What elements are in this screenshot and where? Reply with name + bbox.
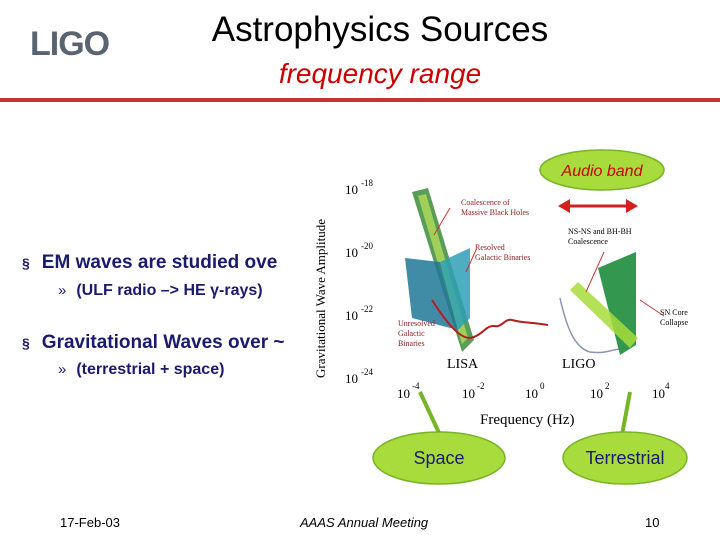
x-axis-label: Frequency (Hz) bbox=[480, 412, 575, 428]
bullet-marker-icon: § bbox=[22, 335, 30, 351]
bullet-gw-text: Gravitational Waves over ~ bbox=[41, 332, 285, 353]
annotation-sn-core: SN Core Collapse bbox=[660, 308, 690, 327]
svg-text:10: 10 bbox=[345, 245, 358, 260]
sub-bullet-em-range: » (ULF radio –> HE γ-rays) bbox=[58, 282, 263, 300]
svg-text:-22: -22 bbox=[361, 304, 373, 314]
sn-pointer bbox=[639, 299, 665, 317]
bullet-em-waves: § EM waves are studied ove bbox=[22, 252, 277, 274]
nsbh-pointer bbox=[585, 251, 605, 293]
space-callout-connector bbox=[418, 391, 442, 436]
bullet-marker-icon: § bbox=[22, 255, 30, 271]
space-bubble bbox=[372, 431, 506, 485]
svg-text:10: 10 bbox=[525, 386, 538, 401]
annotation-unresolved-binaries: Unresolved Galactic Binaries bbox=[398, 319, 437, 348]
logo-text: LIGO bbox=[30, 26, 110, 62]
label-ligo: LIGO bbox=[562, 357, 595, 372]
bullet-em-waves-text: EM waves are studied ove bbox=[41, 252, 278, 273]
binaries-pointer bbox=[465, 249, 477, 273]
x-tick-1e0: 10 0 bbox=[525, 381, 545, 401]
audio-band-arrow-icon bbox=[558, 199, 638, 213]
gw-spectrum-diagram: Gravitational Wave Amplitude 10 -18 10 -20… bbox=[310, 175, 690, 436]
y-tick-1e-24: 10 -24 bbox=[345, 367, 373, 386]
annotation-nsbh: NS-NS and BH-BH Coalescence bbox=[568, 227, 634, 246]
svg-text:10: 10 bbox=[397, 386, 410, 401]
space-label: Space bbox=[413, 448, 464, 468]
terrestrial-callout: Terrestrial bbox=[562, 431, 688, 485]
ligo-logo: LIGO bbox=[30, 26, 111, 62]
lisa-sensitivity-curve bbox=[431, 299, 549, 340]
audio-band-callout: Audio band bbox=[539, 149, 665, 191]
sub-bullet-marker-icon: » bbox=[58, 361, 67, 378]
footer-meeting: AAAS Annual Meeting bbox=[300, 515, 429, 530]
sub-bullet-gw-range: » (terrestrial + space) bbox=[58, 361, 224, 379]
svg-text:10: 10 bbox=[462, 386, 475, 401]
space-callout: Space bbox=[372, 431, 506, 485]
svg-text:-4: -4 bbox=[412, 381, 420, 391]
y-axis-label: Gravitational Wave Amplitude bbox=[313, 219, 328, 378]
label-lisa: LISA bbox=[447, 357, 479, 372]
slide-title: Astrophysics Sources bbox=[211, 10, 549, 49]
chart-background bbox=[310, 175, 660, 415]
svg-text:4: 4 bbox=[665, 381, 670, 391]
svg-text:-18: -18 bbox=[361, 178, 373, 188]
massive-bh-pointer bbox=[433, 207, 451, 236]
x-tick-1e4: 10 4 bbox=[652, 381, 670, 401]
audio-band-bubble bbox=[539, 149, 665, 191]
svg-text:-20: -20 bbox=[361, 241, 373, 251]
annotation-resolved-binaries: Resolved Galactic Binaries bbox=[475, 243, 530, 262]
sub-bullet-gw-range-text: (terrestrial + space) bbox=[76, 361, 225, 378]
terrestrial-bubble bbox=[562, 431, 688, 485]
ligo-sensitivity-curve bbox=[559, 297, 621, 354]
x-tick-1e-4: 10 -4 bbox=[397, 381, 420, 401]
footer-date: 17-Feb-03 bbox=[60, 515, 120, 530]
svg-text:10: 10 bbox=[345, 182, 358, 197]
sub-bullet-em-range-text: (ULF radio –> HE γ-rays) bbox=[76, 282, 263, 299]
unresolved-binaries-region bbox=[405, 258, 458, 330]
x-tick-1e2: 10 2 bbox=[590, 381, 610, 401]
svg-text:-2: -2 bbox=[477, 381, 485, 391]
svg-text:2: 2 bbox=[605, 381, 610, 391]
terrestrial-label: Terrestrial bbox=[585, 448, 664, 468]
bullet-gravitational-waves: § Gravitational Waves over ~ bbox=[22, 332, 285, 354]
annotation-massive-bh: Coalescence of Massive Black Holes bbox=[461, 198, 529, 217]
y-tick-1e-20: 10 -20 bbox=[345, 241, 373, 260]
title-divider bbox=[0, 98, 720, 102]
svg-text:10: 10 bbox=[652, 386, 665, 401]
svg-text:10: 10 bbox=[345, 308, 358, 323]
y-tick-1e-22: 10 -22 bbox=[345, 304, 373, 323]
audio-band-label: Audio band bbox=[561, 163, 644, 180]
nsns-coalescence-band bbox=[570, 282, 638, 348]
svg-text:10: 10 bbox=[345, 371, 358, 386]
svg-text:10: 10 bbox=[590, 386, 603, 401]
slide-subtitle: frequency range bbox=[278, 58, 482, 89]
y-tick-1e-18: 10 -18 bbox=[345, 178, 373, 197]
terrestrial-callout-connector bbox=[620, 391, 632, 436]
footer-page-number: 10 bbox=[645, 515, 660, 530]
sub-bullet-marker-icon: » bbox=[58, 282, 67, 299]
resolved-binaries-region bbox=[440, 248, 470, 330]
x-tick-1e-2: 10 -2 bbox=[462, 381, 485, 401]
svg-text:0: 0 bbox=[540, 381, 545, 391]
svg-text:-24: -24 bbox=[361, 367, 373, 377]
